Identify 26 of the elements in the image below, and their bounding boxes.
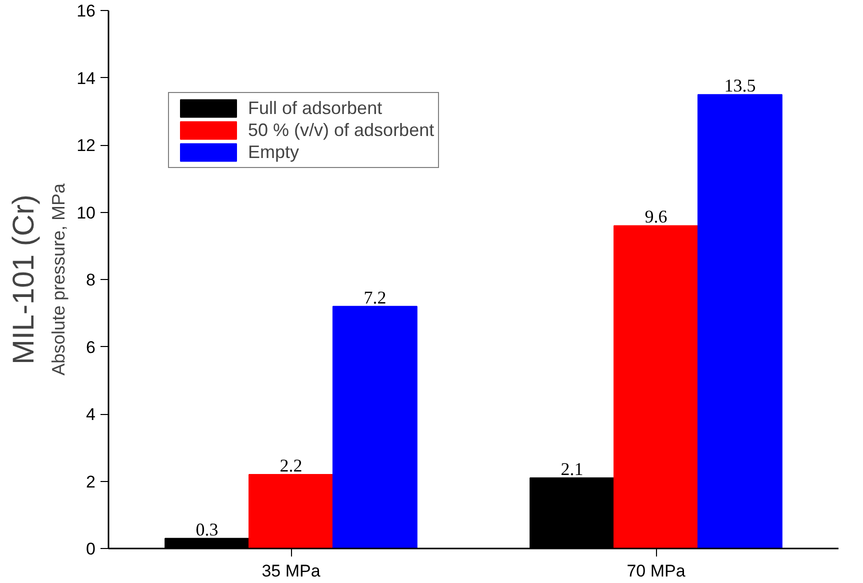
y-tick-label: 4	[86, 405, 96, 424]
data-label: 9.6	[644, 206, 668, 227]
bar	[697, 94, 782, 548]
y-tick-label: 2	[86, 472, 96, 492]
y-tick-label: 10	[76, 203, 96, 222]
y-axis-title: Absolute pressure, MPa	[48, 182, 69, 376]
legend-label: Full of adsorbent	[248, 97, 382, 119]
text: MIL-101 (Cr)	[8, 194, 40, 365]
y-tick-label: 6	[86, 338, 96, 357]
data-label: 0.3	[196, 519, 218, 540]
data-label: 2.1	[560, 458, 584, 479]
y-tick-label: 12	[76, 136, 96, 155]
bar	[332, 306, 418, 548]
y-tick-label: 8	[86, 270, 96, 290]
bar	[248, 474, 334, 548]
bar	[614, 225, 698, 548]
y-tick-label: 0	[86, 540, 96, 558]
x-tick-label: 35 MPa	[262, 562, 321, 580]
data-label: 7.2	[364, 287, 386, 308]
x-tick-label: 70 MPa	[626, 562, 686, 580]
legend-label: 50 % (v/v) of adsorbent	[248, 119, 434, 141]
data-label: 2.2	[280, 456, 302, 476]
y-tick-label: 14	[76, 68, 96, 88]
data-label: 13.5	[724, 76, 756, 96]
y-tick-label: 16	[76, 2, 96, 20]
legend-label: Empty	[248, 141, 300, 163]
